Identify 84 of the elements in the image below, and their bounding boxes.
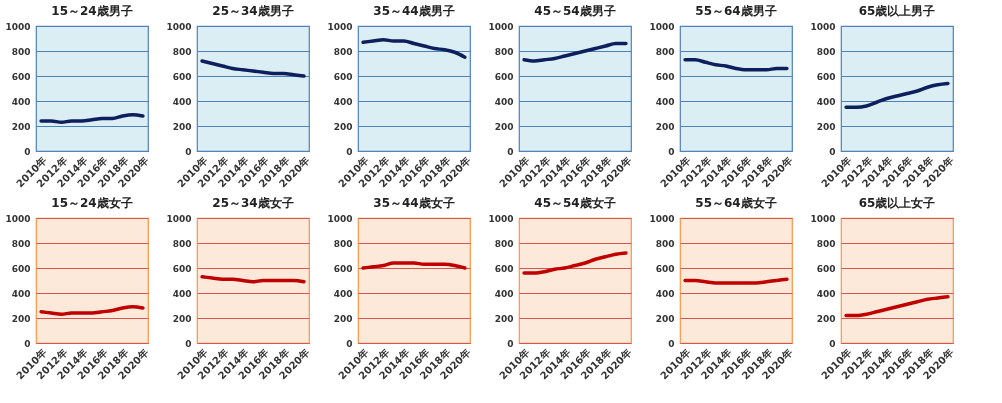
y-tick-label: 600	[494, 71, 514, 82]
y-tick-label: 200	[333, 313, 353, 324]
chart-title: 65歳以上女子	[858, 196, 936, 210]
y-tick-label: 400	[172, 96, 192, 107]
y-tick-label: 0	[346, 338, 353, 349]
y-tick-label: 200	[655, 313, 675, 324]
y-tick-label: 200	[816, 313, 836, 324]
y-tick-label: 800	[816, 238, 836, 249]
y-tick-label: 200	[494, 121, 514, 132]
y-tick-label: 200	[494, 313, 514, 324]
y-tick-label: 0	[24, 338, 31, 349]
y-tick-label: 1000	[649, 213, 675, 224]
y-tick-label: 200	[816, 121, 836, 132]
y-tick-label: 600	[816, 263, 836, 274]
y-tick-label: 1000	[649, 21, 675, 32]
y-tick-label: 0	[185, 338, 192, 349]
y-tick-label: 800	[172, 46, 192, 57]
chart-title: 45～54歳男子	[534, 4, 616, 18]
y-tick-label: 0	[346, 146, 353, 157]
y-tick-label: 400	[11, 288, 31, 299]
y-tick-label: 400	[333, 288, 353, 299]
y-tick-label: 200	[172, 121, 192, 132]
y-tick-label: 0	[507, 338, 514, 349]
y-tick-label: 1000	[5, 213, 31, 224]
y-tick-label: 0	[829, 338, 836, 349]
y-tick-label: 1000	[166, 21, 192, 32]
y-tick-label: 400	[494, 288, 514, 299]
y-tick-label: 400	[11, 96, 31, 107]
y-tick-label: 400	[494, 96, 514, 107]
y-tick-label: 800	[494, 238, 514, 249]
y-tick-label: 600	[816, 71, 836, 82]
y-tick-label: 400	[172, 288, 192, 299]
y-tick-label: 1000	[5, 21, 31, 32]
y-tick-label: 0	[507, 146, 514, 157]
y-tick-label: 1000	[810, 213, 836, 224]
y-tick-label: 800	[11, 238, 31, 249]
y-tick-label: 800	[816, 46, 836, 57]
chart-title: 55～64歳男子	[695, 4, 777, 18]
y-tick-label: 200	[172, 313, 192, 324]
y-tick-label: 0	[829, 146, 836, 157]
y-tick-label: 1000	[488, 213, 514, 224]
chart-title: 35～44歳女子	[373, 196, 455, 210]
y-tick-label: 400	[816, 288, 836, 299]
y-tick-label: 600	[172, 263, 192, 274]
chart-title: 25～34歳女子	[212, 196, 294, 210]
chart-title: 15～24歳男子	[51, 4, 133, 18]
y-tick-label: 800	[333, 238, 353, 249]
y-tick-label: 800	[333, 46, 353, 57]
chart-title: 35～44歳男子	[373, 4, 455, 18]
y-tick-label: 0	[24, 146, 31, 157]
chart-title: 15～24歳女子	[51, 196, 133, 210]
y-tick-label: 200	[11, 313, 31, 324]
y-tick-label: 800	[655, 238, 675, 249]
y-tick-label: 800	[655, 46, 675, 57]
y-tick-label: 800	[11, 46, 31, 57]
y-tick-label: 600	[172, 71, 192, 82]
y-tick-label: 600	[11, 263, 31, 274]
y-tick-label: 400	[655, 288, 675, 299]
y-tick-label: 200	[11, 121, 31, 132]
y-tick-label: 0	[668, 146, 675, 157]
y-tick-label: 800	[172, 238, 192, 249]
chart-title: 55～64歳女子	[695, 196, 777, 210]
y-tick-label: 200	[655, 121, 675, 132]
chart-title: 45～54歳女子	[534, 196, 616, 210]
y-tick-label: 600	[494, 263, 514, 274]
y-tick-label: 1000	[327, 213, 353, 224]
y-tick-label: 600	[11, 71, 31, 82]
chart-title: 65歳以上男子	[858, 4, 936, 18]
y-tick-label: 1000	[810, 21, 836, 32]
y-tick-label: 400	[816, 96, 836, 107]
y-tick-label: 600	[655, 71, 675, 82]
y-tick-label: 400	[333, 96, 353, 107]
y-tick-label: 400	[655, 96, 675, 107]
y-tick-label: 600	[655, 263, 675, 274]
chart-title: 25～34歳男子	[212, 4, 294, 18]
y-tick-label: 600	[333, 263, 353, 274]
y-tick-label: 600	[333, 71, 353, 82]
y-tick-label: 800	[494, 46, 514, 57]
y-tick-label: 0	[185, 146, 192, 157]
y-tick-label: 200	[333, 121, 353, 132]
y-tick-label: 1000	[488, 21, 514, 32]
y-tick-label: 1000	[327, 21, 353, 32]
y-tick-label: 0	[668, 338, 675, 349]
y-tick-label: 1000	[166, 213, 192, 224]
